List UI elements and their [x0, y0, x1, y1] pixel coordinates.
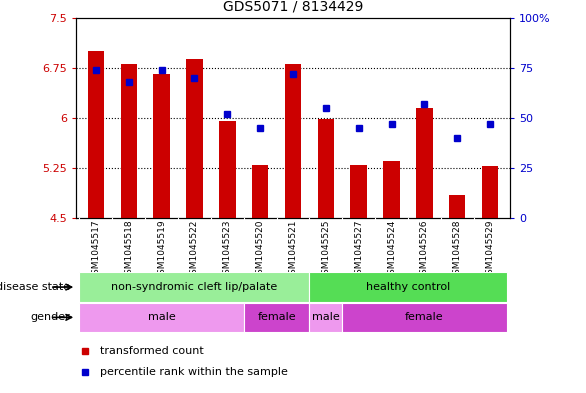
Bar: [80, 303, 244, 332]
Bar: [342, 303, 506, 332]
Text: disease state: disease state: [0, 282, 70, 292]
Text: female: female: [405, 312, 444, 322]
Text: gender: gender: [30, 312, 70, 322]
Bar: [252, 165, 268, 218]
Text: percentile rank within the sample: percentile rank within the sample: [100, 367, 288, 377]
Text: female: female: [257, 312, 296, 322]
Text: GSM1045522: GSM1045522: [190, 220, 199, 280]
Text: GSM1045528: GSM1045528: [453, 220, 462, 280]
Bar: [318, 119, 334, 218]
Bar: [309, 272, 506, 302]
Text: GSM1045524: GSM1045524: [387, 220, 396, 280]
Text: GSM1045527: GSM1045527: [354, 220, 363, 280]
Bar: [88, 51, 104, 218]
Text: GSM1045525: GSM1045525: [321, 220, 331, 280]
Bar: [154, 74, 170, 218]
Text: male: male: [312, 312, 340, 322]
Text: GSM1045529: GSM1045529: [486, 220, 495, 280]
Bar: [482, 166, 498, 218]
Text: GSM1045521: GSM1045521: [288, 220, 298, 280]
Bar: [186, 59, 203, 218]
Text: GSM1045518: GSM1045518: [124, 220, 133, 280]
Text: GSM1045517: GSM1045517: [91, 220, 100, 280]
Bar: [309, 303, 342, 332]
Text: GSM1045519: GSM1045519: [157, 220, 166, 280]
Text: GSM1045523: GSM1045523: [223, 220, 232, 280]
Bar: [285, 64, 301, 218]
Bar: [121, 64, 137, 218]
Text: healthy control: healthy control: [366, 282, 450, 292]
Text: GSM1045526: GSM1045526: [420, 220, 429, 280]
Bar: [350, 165, 367, 218]
Bar: [219, 121, 236, 218]
Title: GDS5071 / 8134429: GDS5071 / 8134429: [223, 0, 363, 14]
Bar: [416, 108, 432, 218]
Text: transformed count: transformed count: [100, 346, 204, 356]
Text: GSM1045520: GSM1045520: [255, 220, 265, 280]
Text: male: male: [148, 312, 175, 322]
Text: non-syndromic cleft lip/palate: non-syndromic cleft lip/palate: [111, 282, 278, 292]
Bar: [449, 195, 465, 218]
Bar: [244, 303, 309, 332]
Bar: [80, 272, 309, 302]
Bar: [383, 162, 400, 218]
